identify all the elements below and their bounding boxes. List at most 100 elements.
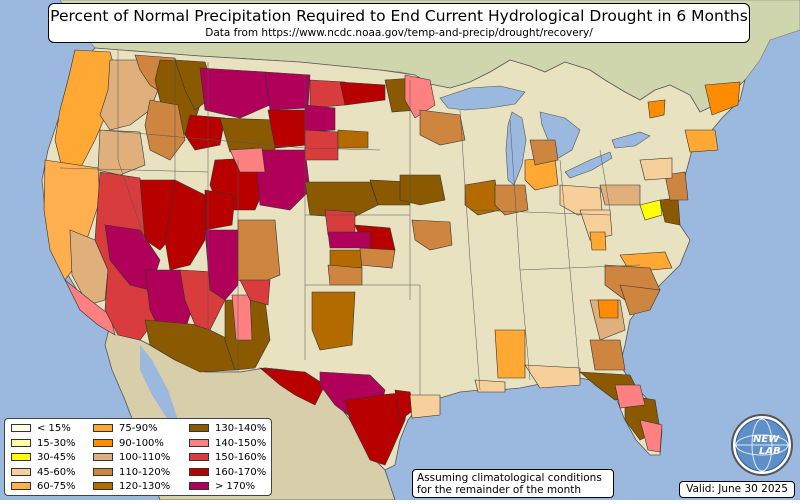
- region-nd-east: [339, 81, 386, 106]
- region-wyoming: [219, 117, 276, 153]
- legend-swatch: [11, 482, 31, 490]
- valid-date: Valid: June 30 2025: [679, 481, 795, 498]
- region-ny-north: [647, 99, 666, 119]
- region-nj-brown: [664, 171, 689, 201]
- region-me-orange: [704, 81, 741, 116]
- legend-swatch: [189, 467, 209, 476]
- legend-swatch: [189, 424, 209, 432]
- region-tx-panhandle: [311, 291, 356, 351]
- legend: < 15% 15-30% 30-45% 45-60% 60-75% 75-90% 90-10…: [4, 418, 272, 496]
- assumption-note: Assuming climatological conditions for t…: [412, 469, 614, 498]
- legend-swatch: [93, 424, 113, 432]
- legend-item: 130-140%: [189, 423, 266, 435]
- legend-item: 90-100%: [93, 438, 164, 450]
- legend-label: 130-140%: [215, 423, 267, 434]
- legend-swatch: [11, 453, 31, 461]
- legend-label: 120-130%: [119, 481, 171, 492]
- region-ks-magenta: [327, 231, 371, 249]
- legend-item: < 15%: [11, 423, 71, 435]
- legend-label: 160-170%: [215, 466, 267, 478]
- legend-item: 150-160%: [189, 452, 266, 464]
- legend-label: 75-90%: [119, 423, 158, 434]
- region-ne-orange: [684, 129, 719, 153]
- region-nm-north: [204, 229, 239, 301]
- legend-swatch: [189, 482, 209, 490]
- region-ne-brown: [304, 181, 379, 219]
- legend-item: 60-75%: [11, 481, 76, 493]
- globe-logo-icon: NEW LAB: [731, 414, 793, 476]
- region-montana-red: [184, 114, 226, 151]
- region-md-yellow: [639, 199, 663, 221]
- legend-item: 100-110%: [93, 452, 170, 464]
- legend-label: 110-120%: [119, 466, 171, 478]
- region-tx-south: [344, 391, 411, 466]
- logo-text-top: NEW: [753, 434, 780, 445]
- legend-label: 140-150%: [215, 437, 267, 449]
- legend-label: 60-75%: [37, 481, 76, 492]
- region-sd-west: [304, 104, 336, 133]
- map-subtitle: Data from https://www.ncdc.noaa.gov/temp…: [205, 27, 593, 39]
- region-co-central: [254, 149, 311, 211]
- legend-swatch: [189, 453, 209, 461]
- note-line-1: Assuming climatological conditions: [417, 472, 602, 484]
- region-co-pink: [229, 147, 266, 173]
- region-nm-red: [239, 279, 271, 306]
- legend-label: 90-100%: [119, 437, 164, 449]
- legend-label: 100-110%: [119, 452, 171, 463]
- legend-item: 15-30%: [11, 438, 76, 450]
- region-montana-central: [199, 67, 271, 119]
- legend-item: 30-45%: [11, 452, 76, 464]
- region-in-brown: [494, 184, 529, 216]
- region-ok-orange: [327, 264, 363, 286]
- legend-label: 45-60%: [37, 466, 76, 478]
- region-la-beige: [409, 394, 441, 419]
- region-ny-beige: [639, 157, 673, 181]
- region-fl-south: [639, 419, 663, 453]
- region-fl-pink: [614, 384, 646, 409]
- region-ar-beige: [474, 379, 506, 393]
- legend-label: 30-45%: [37, 452, 76, 463]
- region-ne-red: [324, 209, 356, 236]
- state-borders: [59, 50, 641, 395]
- region-mn-brown: [419, 109, 466, 146]
- legend-swatch: [11, 438, 31, 447]
- legend-swatch: [11, 467, 31, 476]
- region-wy-east: [267, 109, 311, 149]
- region-mo-brown: [411, 219, 453, 251]
- region-ms-orange: [494, 329, 526, 379]
- lake-superior: [439, 85, 526, 111]
- lake-ontario: [611, 131, 651, 149]
- region-ks-brown: [359, 247, 396, 269]
- legend-swatch: [189, 438, 209, 447]
- region-il-brown: [464, 179, 501, 216]
- region-sd-brown: [337, 129, 369, 149]
- region-ca-south: [64, 279, 116, 336]
- region-ia-brown: [399, 174, 446, 206]
- region-mi-brown: [529, 139, 559, 166]
- legend-swatch: [11, 424, 31, 432]
- region-nm-pink: [231, 294, 253, 341]
- legend-swatch: [93, 453, 113, 461]
- region-pa-beige: [599, 184, 641, 206]
- legend-label: > 170%: [215, 481, 256, 492]
- legend-item: 75-90%: [93, 423, 158, 435]
- legend-item: 160-170%: [189, 467, 266, 479]
- region-sc-brown: [619, 284, 661, 316]
- region-ga-orange: [597, 299, 619, 319]
- lake-huron: [539, 111, 581, 161]
- region-montana-east: [264, 71, 311, 111]
- legend-label: < 15%: [37, 423, 71, 434]
- legend-swatch: [93, 482, 113, 490]
- region-va-orange: [589, 231, 607, 251]
- logo-text-bottom: LAB: [759, 446, 781, 457]
- map-title: Percent of Normal Precipitation Required…: [50, 7, 748, 25]
- region-tx-west: [259, 367, 326, 406]
- legend-item: > 170%: [189, 481, 255, 493]
- region-nd-west: [309, 79, 346, 109]
- region-nm-central: [237, 219, 281, 286]
- drought-regions: [43, 49, 741, 466]
- lake-erie: [564, 151, 613, 179]
- legend-item: 110-120%: [93, 467, 170, 479]
